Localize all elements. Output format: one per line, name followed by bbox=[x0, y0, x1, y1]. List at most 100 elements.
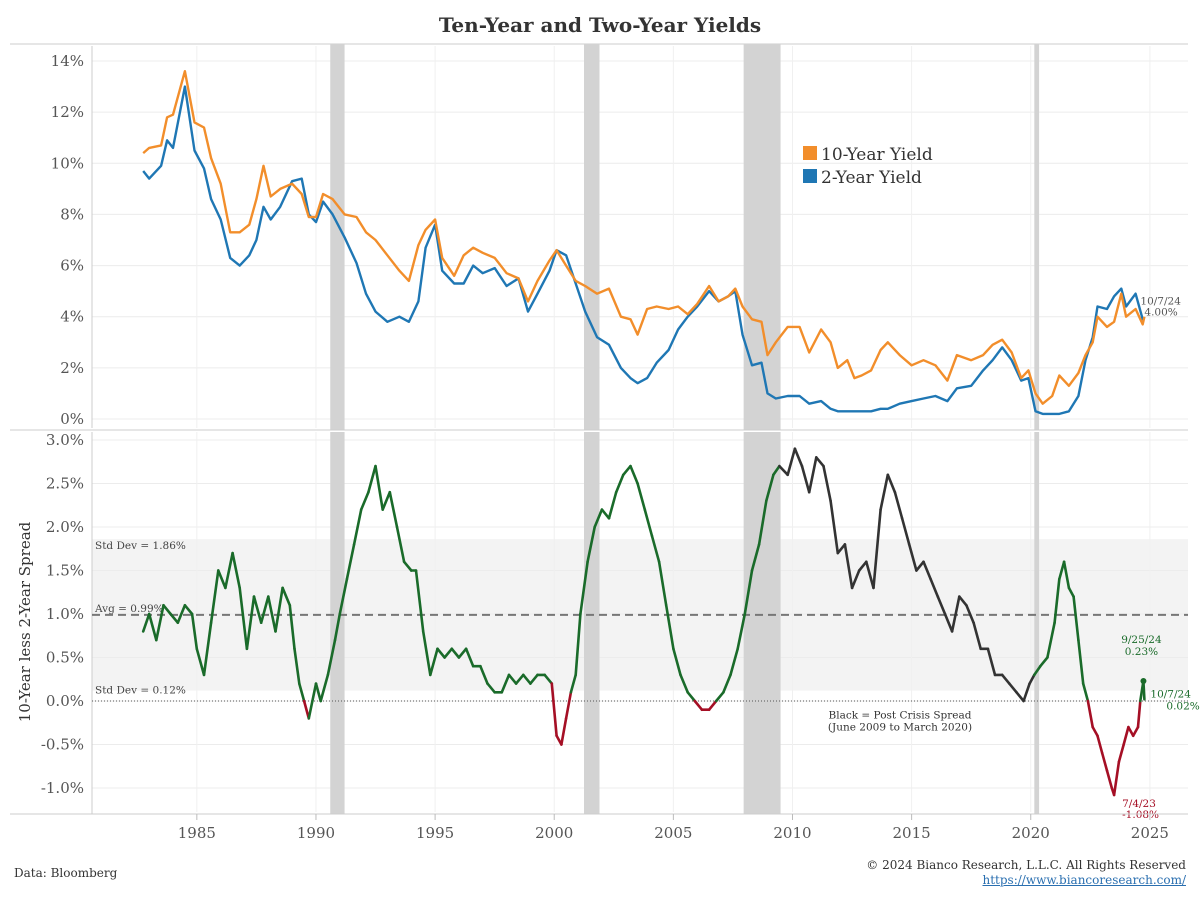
recession-bar bbox=[743, 432, 781, 814]
top-grid bbox=[91, 46, 1188, 428]
bottom-y-tick: 1.0% bbox=[46, 605, 84, 623]
spread-segment bbox=[621, 464, 632, 477]
bottom-y-tick: 2.5% bbox=[46, 475, 84, 493]
x-tick: 2020 bbox=[1012, 824, 1050, 842]
legend-label-10y: 10-Year Yield bbox=[821, 145, 933, 165]
reference-lines: Std Dev = 1.86% Avg = 0.99% Std Dev = 0.12… bbox=[92, 540, 1188, 702]
spread-segment bbox=[297, 682, 306, 703]
post-crisis-spread-segment bbox=[915, 560, 925, 572]
spread-segment bbox=[338, 577, 349, 616]
spread-segment bbox=[743, 569, 754, 616]
spread-segment bbox=[707, 699, 718, 712]
spread-segment bbox=[457, 647, 468, 659]
bottom-grid bbox=[91, 432, 1188, 814]
spread-segment bbox=[722, 673, 732, 694]
spread-segment bbox=[672, 647, 682, 677]
spread-segment bbox=[333, 612, 342, 642]
post-crisis-spread-segment bbox=[972, 621, 983, 651]
top-y-tick: 0% bbox=[60, 410, 84, 428]
legend: 10-Year Yield 2-Year Yield bbox=[803, 145, 933, 188]
spread-segment bbox=[1096, 734, 1104, 755]
spread-segment bbox=[643, 508, 654, 538]
spread-segment bbox=[224, 551, 234, 590]
post-crisis-spread-segment bbox=[957, 595, 968, 607]
post-crisis-spread-segment bbox=[814, 456, 825, 468]
top-series bbox=[142, 69, 1146, 416]
spread-segment bbox=[238, 586, 249, 651]
spread-segment bbox=[326, 638, 337, 677]
recession-bar bbox=[743, 44, 781, 430]
top-y-tick-labels: 14% 12% 10% 8% 6% 4% 2% 0% bbox=[51, 52, 84, 428]
spread-segment bbox=[307, 682, 318, 720]
spread-segment bbox=[1046, 621, 1056, 659]
spread-segment bbox=[443, 647, 454, 659]
top-y-tick: 8% bbox=[60, 205, 84, 223]
top-y-tick: 2% bbox=[60, 359, 84, 377]
bottom-y-tick: -1.0% bbox=[41, 779, 84, 797]
spread-segment bbox=[450, 647, 461, 659]
spread-segment bbox=[693, 699, 704, 712]
bottom-y-tick: 0.0% bbox=[46, 692, 84, 710]
spread-segment bbox=[209, 569, 220, 625]
bottom-y-tick: 1.5% bbox=[46, 562, 84, 580]
post-crisis-spread-segment bbox=[936, 595, 947, 616]
spread-segment bbox=[486, 682, 497, 694]
spread-segment bbox=[679, 673, 690, 694]
post-crisis-spread-segment bbox=[922, 560, 933, 581]
spread-segment bbox=[636, 482, 647, 511]
spread-segment bbox=[750, 543, 761, 572]
spread-segment bbox=[402, 560, 413, 572]
post-crisis-spread-segment bbox=[1007, 682, 1018, 694]
post-crisis-spread-segment bbox=[829, 499, 840, 555]
spread-segment bbox=[736, 612, 747, 651]
std-dev-lower-label: Std Dev = 0.12% bbox=[95, 685, 186, 697]
top-y-tick: 6% bbox=[60, 257, 84, 275]
annotation-value-oct24: 0.02% bbox=[1166, 700, 1199, 712]
spread-segment bbox=[169, 612, 180, 625]
recession-bar bbox=[1034, 432, 1040, 814]
spread-segment bbox=[293, 647, 301, 685]
x-tick: 1995 bbox=[416, 824, 454, 842]
spread-segment bbox=[141, 612, 151, 633]
spread-segment bbox=[1062, 560, 1071, 590]
bottom-annotations: 9/25/240.23% 10/7/240.02% 7/4/23-1.08% Blac… bbox=[828, 634, 1200, 821]
top-y-tick: 14% bbox=[51, 52, 84, 70]
spread-segment bbox=[314, 682, 323, 703]
post-crisis-spread-segment bbox=[900, 516, 911, 546]
bottom-y-tick: 2.0% bbox=[46, 518, 84, 536]
spread-segment bbox=[1105, 769, 1114, 790]
spread-segment bbox=[593, 508, 604, 529]
x-tick: 1990 bbox=[297, 824, 335, 842]
std-dev-upper-label: Std Dev = 1.86% bbox=[95, 540, 186, 552]
spread-segment bbox=[1033, 664, 1042, 677]
spread-axis-title: 10-Year less 2-Year Spread bbox=[16, 521, 34, 722]
spread-segment bbox=[500, 673, 511, 694]
post-crisis-spread-segment bbox=[850, 569, 861, 590]
annotation-date-jul23: 7/4/23 bbox=[1122, 798, 1156, 810]
annotation-marker-sep24 bbox=[1140, 677, 1147, 684]
spread-segment bbox=[664, 603, 675, 651]
two-year-yield-line bbox=[142, 85, 1145, 416]
spread-segment bbox=[147, 612, 158, 642]
post-crisis-spread-segment bbox=[893, 490, 904, 520]
spread-segment bbox=[266, 595, 277, 633]
spread-segment bbox=[600, 508, 611, 520]
post-crisis-spread-segment bbox=[879, 473, 890, 511]
spread-segment bbox=[686, 690, 697, 703]
spread-segment bbox=[231, 551, 241, 590]
top-y-tick: 12% bbox=[51, 103, 84, 121]
spread-segment bbox=[281, 586, 292, 607]
top-y-tick: 4% bbox=[60, 308, 84, 326]
spread-segment bbox=[586, 525, 597, 564]
x-tick-labels: 1985 1990 1995 2000 2005 2010 2015 2020 2025 bbox=[178, 814, 1169, 842]
spread-segment bbox=[1053, 577, 1061, 625]
spread-segment bbox=[217, 569, 227, 590]
spread-segment bbox=[1067, 586, 1075, 598]
spread-segment bbox=[183, 603, 194, 616]
bottom-y-tick: 3.0% bbox=[46, 431, 84, 449]
bottom-y-tick: -0.5% bbox=[41, 736, 84, 754]
post-crisis-spread-segment bbox=[950, 595, 961, 633]
spread-segment bbox=[436, 647, 446, 659]
website-link[interactable]: https://www.biancoresearch.com/ bbox=[982, 873, 1186, 887]
post-crisis-spread-segment bbox=[836, 543, 847, 555]
